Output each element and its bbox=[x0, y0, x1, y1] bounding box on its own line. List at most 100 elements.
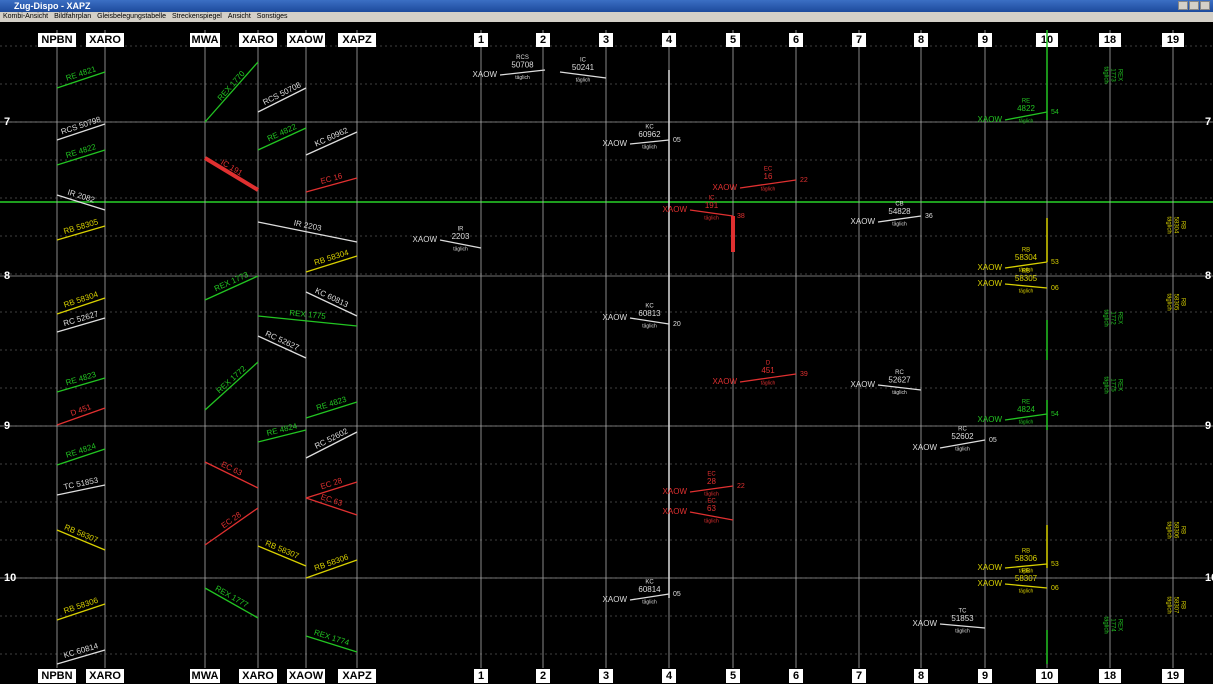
origin-label: XAOW bbox=[713, 183, 738, 192]
menu-item[interactable]: Streckenspiegel bbox=[172, 13, 222, 20]
minute-label: 22 bbox=[800, 177, 808, 184]
side-number: 58304 bbox=[1172, 217, 1178, 234]
train-days: täglich bbox=[1019, 588, 1034, 594]
station-box bbox=[1099, 33, 1121, 47]
train-label: RCS 50708 bbox=[261, 80, 303, 107]
station-box bbox=[239, 33, 277, 47]
origin-label: XAOW bbox=[413, 235, 438, 244]
minute-label: 53 bbox=[1051, 561, 1059, 568]
side-category: REX bbox=[1116, 69, 1122, 81]
train-days: täglich bbox=[453, 246, 468, 252]
train-category: EC bbox=[764, 167, 773, 173]
train-path bbox=[689, 485, 734, 493]
station-box bbox=[239, 669, 277, 683]
train-path bbox=[1004, 413, 1048, 421]
train-path bbox=[1004, 111, 1048, 121]
minute-label: 53 bbox=[1051, 259, 1059, 266]
station-label: XAPZ bbox=[342, 34, 372, 46]
station-box bbox=[726, 669, 740, 683]
station-box bbox=[599, 669, 613, 683]
train-path bbox=[739, 373, 797, 383]
side-days: täglich bbox=[1165, 596, 1171, 613]
station-label: 8 bbox=[918, 670, 924, 682]
menu-item[interactable]: Bildfahrplan bbox=[54, 13, 92, 20]
station-label: XARO bbox=[89, 34, 121, 46]
train-category: KC bbox=[645, 125, 654, 131]
minimize[interactable] bbox=[1178, 1, 1188, 10]
side-category: RB bbox=[1179, 601, 1185, 609]
station-label: XAOW bbox=[289, 670, 324, 682]
train-label: RB 58307 bbox=[63, 523, 100, 545]
minute-label: 36 bbox=[925, 213, 933, 220]
origin-label: XAOW bbox=[978, 279, 1003, 288]
train-path bbox=[1004, 563, 1048, 569]
station-box bbox=[190, 33, 220, 47]
maximize[interactable] bbox=[1189, 1, 1199, 10]
origin-label: XAOW bbox=[851, 217, 876, 226]
station-label: 7 bbox=[856, 34, 862, 46]
train-path bbox=[305, 131, 358, 156]
train-days: täglich bbox=[704, 215, 719, 221]
hour-label: 8 bbox=[1205, 270, 1211, 282]
train-path bbox=[204, 61, 259, 123]
menu-item[interactable]: Gleisbelegungstabelle bbox=[97, 13, 166, 20]
train-days: täglich bbox=[892, 390, 907, 396]
train-path bbox=[56, 149, 106, 166]
menu-item[interactable]: Sonstiges bbox=[256, 13, 288, 20]
train-days: täglich bbox=[704, 518, 719, 524]
train-number: 2203 bbox=[452, 232, 470, 241]
train-category: KC bbox=[645, 304, 654, 310]
train-path bbox=[56, 484, 106, 496]
train-days: täglich bbox=[642, 144, 657, 150]
origin-label: XAOW bbox=[603, 595, 628, 604]
train-days: täglich bbox=[955, 446, 970, 452]
train-number: 451 bbox=[761, 366, 775, 375]
station-label: 5 bbox=[730, 670, 736, 682]
train-path bbox=[689, 511, 734, 521]
station-label: 3 bbox=[603, 670, 609, 682]
station-box bbox=[852, 33, 866, 47]
origin-label: XAOW bbox=[978, 415, 1003, 424]
train-path bbox=[305, 177, 358, 193]
minute-label: 06 bbox=[1051, 585, 1059, 592]
train-number: 60962 bbox=[638, 130, 661, 139]
train-label: REX 1772 bbox=[215, 364, 248, 396]
menu-bar: Kombi-Ansicht Bildfahrplan Gleisbelegungst… bbox=[0, 12, 1213, 22]
train-path bbox=[56, 123, 106, 141]
train-path bbox=[305, 431, 358, 459]
train-path bbox=[305, 635, 358, 653]
train-category: RE bbox=[1022, 400, 1030, 406]
train-days: täglich bbox=[515, 75, 530, 81]
train-path bbox=[204, 275, 259, 301]
menu-item[interactable]: Kombi-Ansicht bbox=[3, 13, 49, 20]
train-category: RE bbox=[1022, 99, 1030, 105]
station-box bbox=[338, 669, 376, 683]
station-label: 2 bbox=[540, 670, 546, 682]
train-days: täglich bbox=[642, 599, 657, 605]
station-box bbox=[978, 33, 992, 47]
train-category: EC bbox=[707, 499, 716, 505]
train-category: KC bbox=[645, 580, 654, 586]
train-path bbox=[939, 623, 986, 629]
station-label: 19 bbox=[1167, 34, 1179, 46]
station-label: 2 bbox=[540, 34, 546, 46]
train-number: 191 bbox=[705, 201, 719, 210]
train-path bbox=[56, 649, 106, 665]
train-days: täglich bbox=[576, 77, 591, 83]
train-path bbox=[1004, 583, 1048, 589]
hour-label: 9 bbox=[1205, 420, 1211, 432]
menu-item[interactable]: Ansicht bbox=[227, 13, 251, 20]
train-label: REX 1775 bbox=[289, 308, 327, 321]
close[interactable] bbox=[1200, 1, 1210, 10]
train-path bbox=[204, 361, 259, 411]
origin-label: XAOW bbox=[913, 619, 938, 628]
station-box bbox=[1162, 669, 1184, 683]
train-label: EC 63 bbox=[320, 492, 344, 508]
station-label: NPBN bbox=[41, 670, 72, 682]
train-path bbox=[1004, 261, 1048, 269]
origin-label: XAOW bbox=[473, 70, 498, 79]
train-category: RC bbox=[958, 427, 967, 433]
train-path bbox=[257, 429, 307, 443]
station-box bbox=[190, 669, 220, 683]
train-path bbox=[499, 69, 546, 76]
